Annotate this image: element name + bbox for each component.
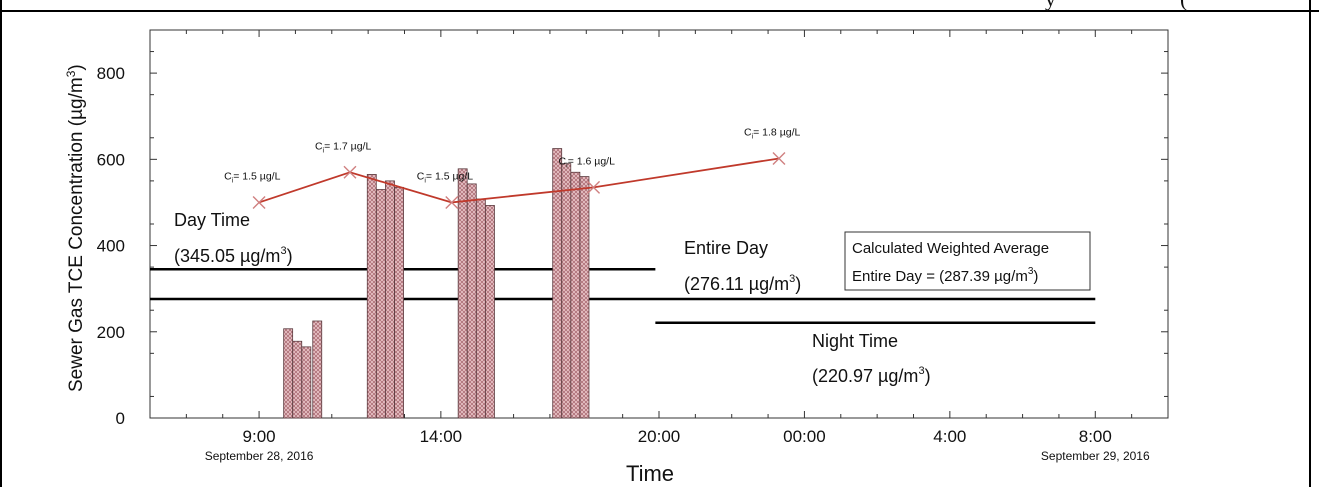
ref-value-day-time-sup: 3	[280, 245, 286, 257]
weighted-average-box	[844, 231, 1091, 291]
ref-label-entire-day: Entire Day	[684, 238, 768, 258]
bar	[466, 183, 477, 419]
ref-value-night-time-text: (220.97 µg/m	[812, 366, 918, 386]
bar	[366, 174, 377, 419]
bar	[292, 340, 303, 419]
bar	[312, 320, 323, 419]
x-tick-label: 9:00	[243, 427, 276, 446]
bar	[579, 176, 590, 419]
line-point-label: Ci= 1.7 µg/L	[315, 140, 372, 154]
bar	[457, 168, 468, 419]
y-tick-label: 400	[97, 237, 125, 256]
line-point-marker	[343, 165, 357, 179]
ref-value-entire-day: (276.11 µg/m3)	[684, 273, 801, 294]
x-tick-date-label: September 28, 2016	[205, 449, 314, 463]
line-point-marker	[587, 180, 601, 194]
bar	[561, 163, 572, 419]
ref-label-day-time: Day Time	[174, 210, 250, 230]
weighted-average-value-sup: 3	[1028, 266, 1034, 277]
line-point-label: Ci= 1.8 µg/L	[744, 126, 801, 140]
x-tick-label: 14:00	[420, 427, 463, 446]
ref-value-day-time: (345.05 µg/m3)	[174, 245, 293, 266]
y-axis-label-sup: 3	[64, 70, 78, 77]
x-tick-label: 4:00	[933, 427, 966, 446]
y-tick-labels: 0 200 400 600 800	[97, 64, 125, 428]
bar	[283, 328, 294, 419]
bar	[385, 180, 395, 419]
y-tick-label: 200	[97, 323, 125, 342]
y-axis-label-close: )	[66, 64, 87, 70]
y-axis-label: Sewer Gas TCE Concentration (µg/m3)	[64, 64, 87, 392]
ref-value-night-time-sup: 3	[918, 365, 924, 377]
bar	[552, 148, 563, 419]
axis-ticks	[149, 30, 1169, 419]
x-tick-label: 8:00	[1079, 427, 1112, 446]
y-tick-label: 0	[116, 409, 125, 428]
bar-series	[283, 148, 590, 419]
y-tick-label: 600	[97, 150, 125, 169]
ref-value-day-time-text: (345.05 µg/m	[174, 246, 280, 266]
ref-label-night-time: Night Time	[812, 331, 898, 351]
x-tick-date-label: September 29, 2016	[1041, 449, 1150, 463]
weighted-average-value-text: Entire Day = (287.39 µg/m	[852, 268, 1028, 285]
x-tick-labels: 9:00 September 28, 2016 14:00 20:00 00:00 4:0…	[205, 427, 1150, 463]
bar	[475, 198, 486, 419]
ref-value-night-time-close: )	[925, 366, 931, 386]
bar	[485, 205, 495, 419]
header-fragment-right: (	[1180, 0, 1187, 11]
bar	[375, 189, 386, 419]
ref-value-day-time-close: )	[287, 246, 293, 266]
line-point-marker	[252, 195, 266, 209]
weighted-average-title: Calculated Weighted Average	[852, 240, 1049, 257]
weighted-average-value: Entire Day = (287.39 µg/m3)	[852, 266, 1038, 285]
bar	[301, 346, 312, 419]
x-tick-label: 00:00	[783, 427, 826, 446]
line-point-label: Ci= 1.5 µg/L	[417, 170, 474, 184]
line-point-label: Ci= 1.5 µg/L	[224, 170, 281, 184]
header-fragment: y	[1045, 0, 1056, 11]
concentration-line-series: Ci= 1.5 µg/L Ci= 1.7 µg/L Ci= 1.5 µg/L Ci= …	[224, 126, 801, 209]
y-axis-label-main: Sewer Gas TCE Concentration (µg/m	[66, 77, 87, 392]
ref-value-entire-day-text: (276.11 µg/m	[684, 274, 789, 294]
x-axis-label: Time	[626, 461, 674, 486]
concentration-line	[258, 157, 780, 204]
bar	[570, 171, 581, 419]
y-tick-label: 800	[97, 64, 125, 83]
ref-value-night-time: (220.97 µg/m3)	[812, 365, 931, 386]
ref-value-entire-day-close: )	[795, 274, 801, 294]
line-point-label: Ci= 1.6 µg/L	[559, 155, 616, 169]
bar	[394, 186, 404, 419]
weighted-average-value-close: )	[1033, 268, 1038, 285]
x-tick-label: 20:00	[638, 427, 681, 446]
line-point-marker	[772, 151, 786, 165]
line-point-marker	[445, 195, 459, 209]
ref-value-entire-day-sup: 3	[789, 273, 795, 285]
